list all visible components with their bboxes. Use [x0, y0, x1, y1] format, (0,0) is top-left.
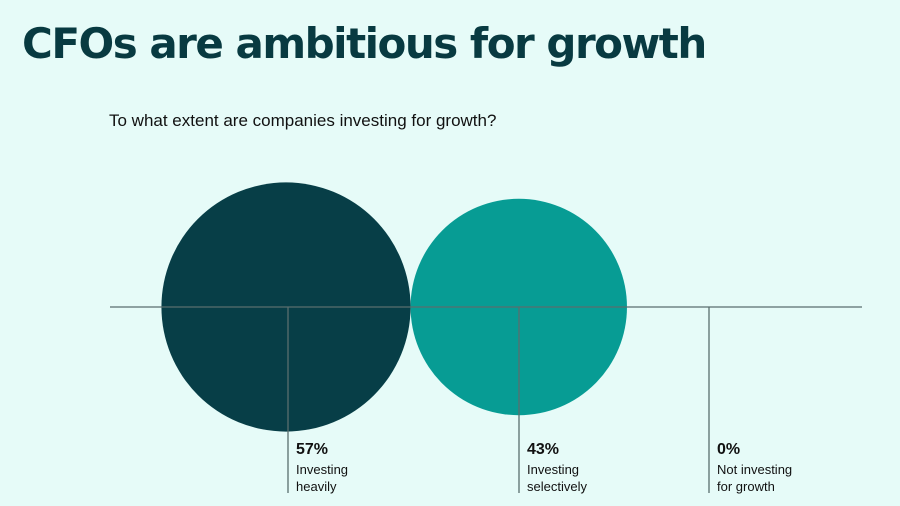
value-label-2: 43%: [527, 441, 559, 458]
category-label-3-line-1: Not investing: [717, 462, 792, 477]
category-label-1-line-2: heavily: [296, 479, 337, 494]
chart-subtitle: To what extent are companies investing f…: [109, 111, 497, 130]
category-label-2-line-1: Investing: [527, 462, 579, 477]
chart-title: CFOs are ambitious for growth: [22, 19, 707, 68]
category-label-3-line-2: for growth: [717, 479, 775, 494]
value-label-3: 0%: [717, 441, 740, 458]
markers: [287, 307, 710, 493]
category-label-2-line-2: selectively: [527, 479, 587, 494]
data-labels: 57% Investing heavily 43% Investing selective…: [296, 441, 792, 494]
category-label-1-line-1: Investing: [296, 462, 348, 477]
value-label-1: 57%: [296, 441, 328, 458]
